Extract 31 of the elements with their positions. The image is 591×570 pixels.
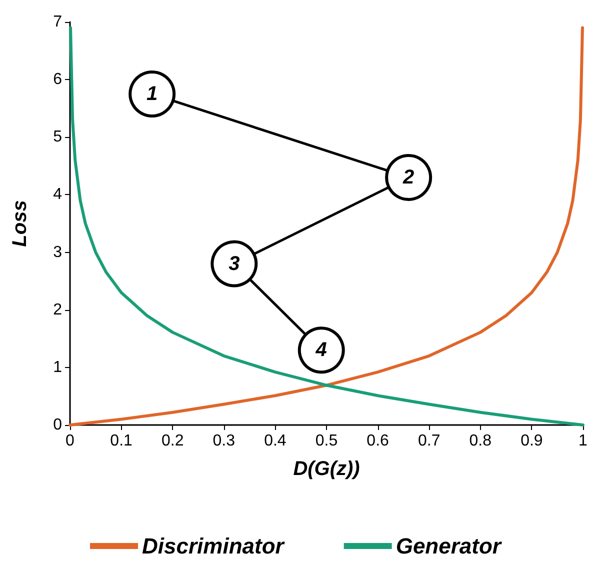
x-tick-label: 0.2 <box>161 432 184 450</box>
y-tick-label: 3 <box>53 244 62 261</box>
annotation: 1 <box>146 82 158 105</box>
x-tick-label: 0.8 <box>469 432 492 450</box>
x-axis-title: D(G(z)) <box>293 458 360 480</box>
x-tick-label: 0.9 <box>520 432 543 450</box>
x-tick-label: 0.1 <box>110 432 133 450</box>
legend-label: Generator <box>396 534 502 558</box>
x-tick-label: 0.4 <box>264 432 286 450</box>
point <box>385 154 432 201</box>
x-tick-label: 0 <box>66 432 75 450</box>
y-tick-label: 4 <box>53 186 62 204</box>
legend-label: Discriminator <box>142 534 286 558</box>
y-tick-label: 2 <box>53 301 62 318</box>
y-axis-title: Loss <box>9 200 31 247</box>
x-tick-label: 0.7 <box>418 432 440 450</box>
point <box>210 240 258 288</box>
annotation: 4 <box>314 339 327 362</box>
y-tick-label: 6 <box>53 71 62 88</box>
x-tick-label: 0.6 <box>366 432 390 450</box>
annotation: 3 <box>228 252 240 275</box>
annotation: 2 <box>402 166 414 188</box>
y-tick-label: 1 <box>53 358 62 376</box>
point <box>128 70 176 118</box>
y-tick-label: 5 <box>53 128 62 146</box>
y-tick-label: 0 <box>53 416 62 434</box>
x-tick-label: 0.5 <box>315 432 338 450</box>
y-tick-label: 7 <box>53 14 62 30</box>
point <box>298 326 345 374</box>
x-tick-label: 1 <box>578 432 588 450</box>
x-tick-label: 0.3 <box>212 432 236 450</box>
